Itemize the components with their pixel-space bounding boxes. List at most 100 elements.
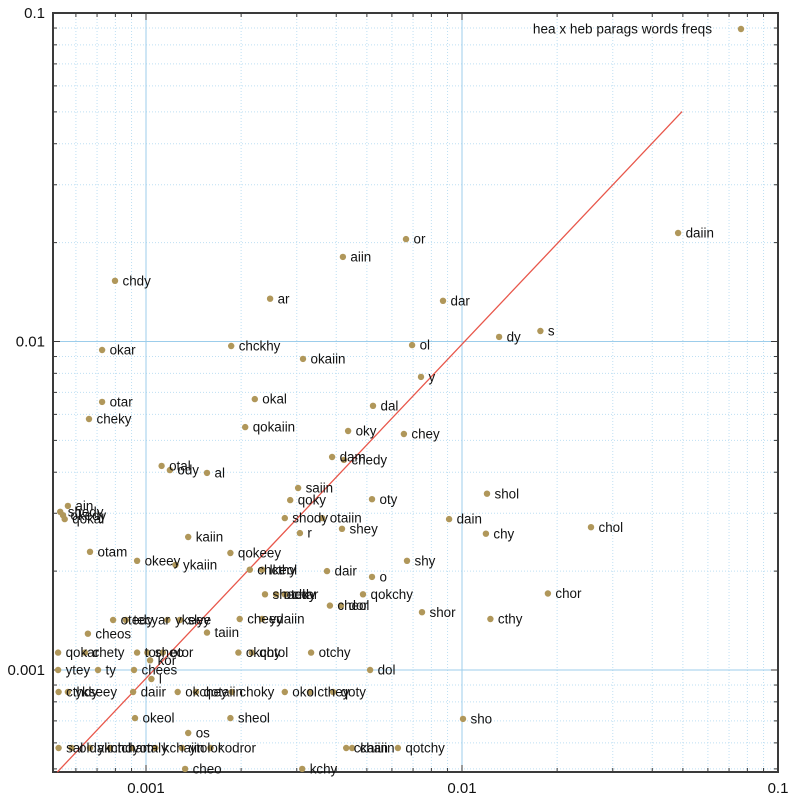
- data-point-qokeey: [227, 549, 234, 557]
- point-label-okedy: okedy: [71, 508, 107, 523]
- point-label-choky: choky: [239, 685, 274, 700]
- data-point-tecyar: [122, 616, 130, 624]
- data-point-qotaiin: [192, 688, 200, 696]
- data-point-okal: [251, 395, 258, 403]
- data-point-chckhy: [228, 342, 235, 350]
- data-point-sal: [55, 744, 62, 752]
- point-label-chey: chey: [411, 427, 440, 442]
- x-axis-tick-label: 0.001: [127, 780, 165, 797]
- y-axis-tick-label: 0.1: [24, 5, 45, 22]
- point-label-ykaiin: ykaiin: [183, 557, 217, 572]
- point-label-dol: dol: [378, 663, 396, 678]
- point-label-cheky: cheky: [97, 412, 132, 427]
- point-label-ain: ain: [75, 499, 93, 514]
- point-label-ykseey: ykseey: [75, 685, 117, 700]
- point-label-chedy: chedy: [351, 453, 387, 468]
- point-label-sheo: sheo: [155, 645, 184, 660]
- data-point-ody: [166, 466, 174, 474]
- point-label-shedy: shedy: [68, 504, 104, 519]
- point-label-qokaiin: qokaiin: [253, 420, 295, 435]
- point-label-o: o: [380, 570, 387, 585]
- data-point-otam: [86, 548, 94, 555]
- point-label-l: l: [159, 672, 162, 687]
- data-point-ty: [94, 666, 102, 674]
- data-point-choky: [228, 688, 236, 696]
- data-point-okaiin: [299, 355, 307, 363]
- point-label-qoty: qoty: [341, 685, 367, 700]
- point-label-kaiin: kaiin: [196, 530, 224, 545]
- data-point-y: [417, 373, 425, 381]
- data-point-otaly: [128, 744, 136, 752]
- x-axis-tick-label: 0.01: [447, 780, 476, 797]
- data-point-ykeey: [164, 616, 171, 624]
- data-point-slye: [176, 616, 184, 624]
- point-label-sal: sal: [66, 741, 83, 756]
- data-point-ain: [64, 502, 72, 510]
- axis-tick-labels: 0.001 0.01 0.1 0.001 0.01 0.1: [7, 5, 788, 797]
- point-label-saiin: saiin: [306, 481, 334, 496]
- data-point-or: [402, 235, 410, 243]
- data-point-ar: [266, 295, 274, 302]
- data-point-sheol: [227, 714, 234, 722]
- data-point-qokal: [61, 515, 68, 523]
- data-point-ytey: [54, 666, 62, 674]
- data-point-otchy: [307, 649, 315, 656]
- data-point-kchaiin: [152, 744, 159, 752]
- data-point-lkeol: [258, 566, 266, 573]
- point-label-chol: chol: [599, 520, 624, 535]
- data-point-ckaiin: [343, 744, 350, 752]
- data-point-otaiin: [319, 514, 326, 522]
- point-label-dam: dam: [340, 450, 366, 465]
- point-label-ty: ty: [106, 663, 117, 678]
- point-label-shody: shody: [292, 511, 328, 526]
- point-label-otal: otal: [169, 459, 191, 474]
- point-label-okeol: okeol: [143, 711, 175, 726]
- data-point-qotol: [248, 649, 255, 656]
- data-point-ykseey: [64, 688, 72, 696]
- data-point-dain: [445, 515, 453, 523]
- x-axis-tick-label: 0.1: [768, 780, 789, 797]
- data-point-cheey: [236, 615, 243, 623]
- data-point-cheky: [85, 415, 93, 423]
- point-label-okeey: okeey: [145, 553, 181, 568]
- point-label-otar: otar: [110, 395, 134, 410]
- point-label-char: char: [292, 587, 319, 602]
- point-label-otaly: otaly: [140, 741, 169, 756]
- data-point-shody: [281, 514, 288, 522]
- point-label-or: or: [414, 232, 426, 247]
- y-axis-tick-label: 0.01: [16, 334, 45, 351]
- point-label-qokeey: qokeey: [238, 546, 281, 561]
- point-label-ckaiin: ckaiin: [354, 741, 388, 756]
- data-point-chety: [81, 649, 89, 656]
- point-label-otam: otam: [98, 544, 128, 559]
- data-point-qoky: [287, 496, 294, 504]
- data-point-sheedy: [261, 591, 269, 598]
- point-label-daiin: daiin: [686, 226, 714, 241]
- data-point-otor: [159, 649, 166, 656]
- point-label-chees: chees: [142, 663, 178, 678]
- data-point-shy: [403, 557, 411, 564]
- point-label-chor: chor: [555, 586, 582, 601]
- point-label-dor: dor: [349, 598, 369, 613]
- point-label-sheedy: sheedy: [273, 587, 316, 602]
- data-point-kchy: [299, 765, 306, 773]
- point-label-otchy: otchy: [319, 645, 351, 660]
- point-label-kchy: kchy: [310, 762, 338, 777]
- point-label-ykchdy: ykchdy: [98, 741, 140, 756]
- point-label-s: s: [548, 324, 555, 339]
- data-point-chy: [482, 530, 490, 537]
- point-label-tecyar: tecyar: [133, 613, 170, 628]
- data-point-chees: [130, 666, 138, 674]
- point-label-dal: dal: [381, 398, 399, 413]
- point-label-os: os: [196, 726, 210, 741]
- data-point-ydaiin: [258, 615, 266, 623]
- data-point-dam: [328, 453, 336, 461]
- point-label-okar: okar: [110, 343, 137, 358]
- point-label-ody: ody: [177, 463, 199, 478]
- point-label-cheo: cheo: [193, 762, 222, 777]
- data-point-kor: [146, 657, 154, 664]
- point-label-okchey: okchey: [185, 685, 228, 700]
- data-point-shey: [338, 525, 346, 532]
- data-point-os: [185, 729, 192, 737]
- point-label-tor: tor: [145, 645, 161, 660]
